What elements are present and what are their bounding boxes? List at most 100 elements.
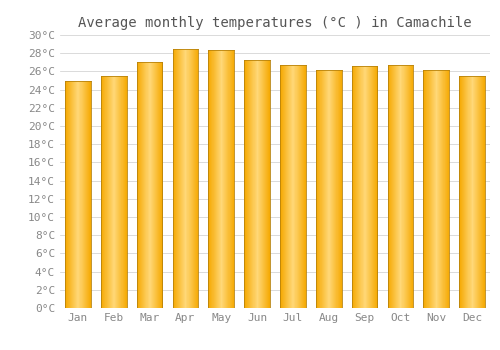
Bar xyxy=(366,66,367,308)
Bar xyxy=(364,66,365,308)
Bar xyxy=(397,65,398,308)
Bar xyxy=(141,62,142,308)
Bar xyxy=(391,65,392,308)
Bar xyxy=(191,49,192,308)
Bar xyxy=(230,50,231,308)
Bar xyxy=(251,60,252,308)
Bar xyxy=(463,76,464,308)
Bar xyxy=(354,66,355,308)
Bar xyxy=(471,76,472,308)
Bar xyxy=(374,66,375,308)
Bar xyxy=(65,80,66,308)
Bar xyxy=(267,60,268,308)
Bar xyxy=(362,66,363,308)
Bar xyxy=(369,66,370,308)
Bar xyxy=(442,70,443,308)
Bar xyxy=(477,76,478,308)
Bar xyxy=(475,76,476,308)
Bar xyxy=(112,76,114,308)
Bar xyxy=(323,70,324,308)
Bar xyxy=(214,50,215,308)
Bar xyxy=(431,70,432,308)
Bar xyxy=(330,70,331,308)
Bar xyxy=(173,49,174,308)
Bar xyxy=(218,50,219,308)
Bar xyxy=(146,62,147,308)
Bar xyxy=(90,80,91,308)
Bar xyxy=(443,70,444,308)
Bar xyxy=(125,76,126,308)
Bar xyxy=(396,65,397,308)
Bar xyxy=(476,76,477,308)
Bar xyxy=(404,65,405,308)
Bar xyxy=(247,60,248,308)
Bar xyxy=(263,60,264,308)
Bar xyxy=(88,80,89,308)
Bar xyxy=(290,65,291,308)
Bar xyxy=(197,49,198,308)
Bar xyxy=(428,70,429,308)
Bar xyxy=(87,80,88,308)
Bar xyxy=(373,66,374,308)
Bar xyxy=(434,70,436,308)
Bar xyxy=(217,50,218,308)
Bar xyxy=(285,65,286,308)
Bar xyxy=(216,50,217,308)
Bar xyxy=(298,65,299,308)
Bar xyxy=(295,65,296,308)
Bar xyxy=(121,76,122,308)
Bar xyxy=(142,62,143,308)
Bar xyxy=(212,50,213,308)
Bar xyxy=(352,66,354,308)
Bar xyxy=(188,49,189,308)
Bar xyxy=(407,65,408,308)
Bar xyxy=(249,60,250,308)
Bar xyxy=(303,65,304,308)
Bar xyxy=(470,76,471,308)
Bar xyxy=(225,50,226,308)
Bar xyxy=(467,76,468,308)
Bar xyxy=(190,49,191,308)
Bar xyxy=(160,62,161,308)
Bar xyxy=(253,60,254,308)
Bar xyxy=(338,70,339,308)
Bar xyxy=(84,80,85,308)
Bar xyxy=(297,65,298,308)
Bar xyxy=(304,65,305,308)
Bar xyxy=(144,62,145,308)
Bar xyxy=(483,76,484,308)
Bar xyxy=(115,76,116,308)
Bar xyxy=(341,70,342,308)
Bar xyxy=(300,65,301,308)
Bar xyxy=(172,49,173,308)
Bar xyxy=(358,66,359,308)
Bar xyxy=(355,66,356,308)
Bar xyxy=(478,76,479,308)
Bar xyxy=(224,50,225,308)
Bar xyxy=(327,70,328,308)
Bar xyxy=(353,66,354,308)
Bar xyxy=(86,80,87,308)
Bar xyxy=(145,62,146,308)
Bar xyxy=(152,62,153,308)
Bar xyxy=(231,50,232,308)
Bar xyxy=(192,49,193,308)
Bar xyxy=(316,70,317,308)
Bar xyxy=(138,62,140,308)
Bar xyxy=(69,80,70,308)
Bar xyxy=(74,80,75,308)
Bar xyxy=(143,62,144,308)
Bar xyxy=(147,62,148,308)
Bar xyxy=(76,80,77,308)
Bar xyxy=(409,65,410,308)
Bar xyxy=(429,70,430,308)
Bar xyxy=(459,76,460,308)
Bar xyxy=(466,76,467,308)
Bar xyxy=(319,70,320,308)
Bar xyxy=(393,65,394,308)
Bar xyxy=(357,66,358,308)
Bar xyxy=(149,62,150,308)
Bar xyxy=(340,70,341,308)
Bar xyxy=(176,49,177,308)
Bar xyxy=(257,60,258,308)
